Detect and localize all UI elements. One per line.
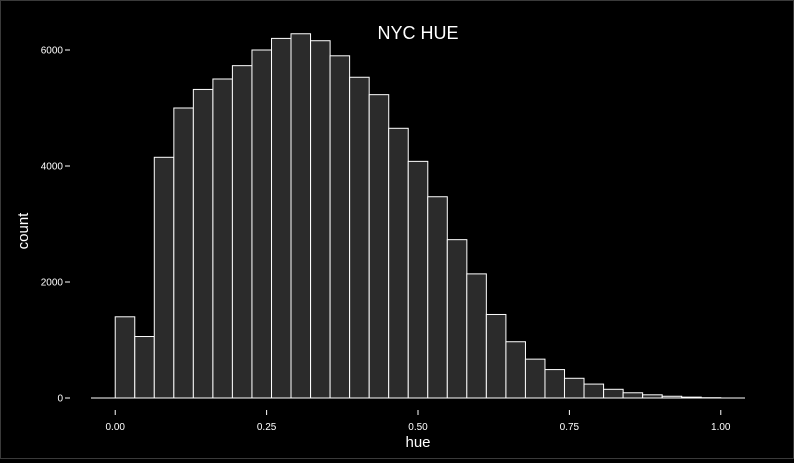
histogram-bar <box>447 240 467 398</box>
x-axis-ticks: 0.00 0.25 0.50 0.75 1.00 <box>105 410 730 433</box>
x-tick-label: 0.00 <box>105 422 125 433</box>
histogram-bar <box>291 34 311 398</box>
histogram-bar <box>428 197 448 398</box>
histogram-bar <box>154 157 174 398</box>
y-axis-ticks: 0 2000 4000 6000 <box>41 46 70 405</box>
histogram-bar <box>330 56 350 398</box>
histogram-bar <box>213 79 233 398</box>
histogram-bar <box>506 342 526 398</box>
histogram-bar <box>525 359 545 398</box>
histogram-bar <box>369 95 389 398</box>
histogram-bar <box>174 108 194 398</box>
y-tick-label: 0 <box>57 394 63 405</box>
histogram-bar <box>311 41 331 398</box>
histogram-bar <box>272 38 292 398</box>
x-tick-label: 1.00 <box>711 422 731 433</box>
x-tick-label: 0.75 <box>560 422 580 433</box>
y-tick-label: 6000 <box>41 46 64 57</box>
y-axis-label: count <box>15 212 32 250</box>
histogram-bar <box>604 389 624 398</box>
histogram-bar <box>564 378 584 398</box>
histogram-bar <box>545 370 565 398</box>
histogram-bar <box>408 161 428 398</box>
histogram-bar <box>193 89 213 398</box>
histogram-bar <box>115 317 135 398</box>
x-tick-label: 0.50 <box>408 422 428 433</box>
x-axis-label: hue <box>405 434 430 451</box>
histogram-bar <box>389 128 409 398</box>
histogram-bar <box>350 77 370 398</box>
x-tick-label: 0.25 <box>257 422 277 433</box>
histogram-bar <box>232 66 252 398</box>
histogram-bar <box>486 314 506 398</box>
histogram-bar <box>467 274 487 398</box>
y-tick-label: 4000 <box>41 162 64 173</box>
histogram-bar <box>252 50 272 398</box>
y-tick-label: 2000 <box>41 278 64 289</box>
histogram-bar <box>135 337 155 398</box>
bars-group <box>115 34 721 398</box>
histogram-bar <box>623 393 643 398</box>
chart-title: NYC HUE <box>377 23 458 43</box>
histogram-bar <box>584 384 604 398</box>
